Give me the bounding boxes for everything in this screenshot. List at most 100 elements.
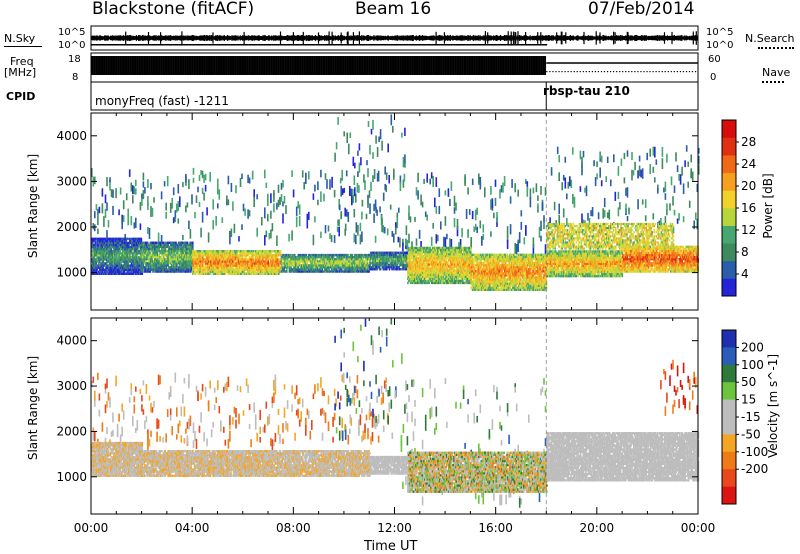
upper-band-cell [595, 245, 598, 248]
nsky-mark [687, 36, 689, 40]
nsky-mark [563, 35, 565, 41]
sparse-cell [482, 224, 485, 233]
nsearch-mark [165, 44, 167, 46]
echo-cell [101, 250, 104, 253]
echo-cell [109, 237, 112, 241]
upper-band-cell [611, 225, 613, 228]
nsky-mark [184, 36, 186, 40]
nsearch-mark [252, 44, 254, 46]
nsearch-mark [194, 44, 196, 46]
sparse-cell [562, 175, 565, 181]
upper-band-cell [595, 239, 598, 242]
echo-cell [97, 272, 99, 275]
nsky-mark [601, 36, 603, 40]
upper-band-cell [665, 243, 668, 246]
nsky-mark [110, 35, 112, 41]
nave-mark [691, 71, 694, 73]
sparse-cell [500, 185, 503, 193]
sparse-cell [529, 188, 532, 200]
nsearch-mark [254, 44, 256, 46]
echo-cell [126, 241, 128, 245]
nsky-mark [660, 36, 662, 40]
nsky-mark [519, 36, 521, 40]
nsky-mark [171, 36, 173, 40]
nsearch-mark [132, 44, 134, 46]
upper-band-cell [637, 222, 639, 226]
nsearch-mark [452, 44, 454, 46]
upper-band-cell [555, 239, 557, 242]
echo-cell [102, 256, 105, 259]
nsearch-mark [445, 44, 447, 46]
nsearch-mark [91, 44, 92, 46]
nsky-mark [140, 35, 142, 41]
sparse-cell [438, 205, 441, 215]
nave-mark [582, 71, 584, 73]
nsearch-mark [132, 44, 133, 46]
echo-cell [117, 258, 120, 261]
upper-band-cell [605, 245, 608, 248]
upper-band-cell [575, 231, 578, 234]
nsearch-mark [424, 44, 426, 46]
nsearch-mark [199, 44, 201, 46]
nsky-mark [446, 35, 449, 41]
nsky-mark [323, 35, 326, 41]
nsky-mark [247, 36, 249, 40]
upper-band-cell [660, 227, 663, 230]
nsky-mark [405, 36, 407, 40]
sparse-cell [94, 176, 96, 185]
nsearch-mark [484, 44, 485, 46]
nave-mark [631, 71, 633, 73]
nsky-mark [163, 35, 165, 41]
upper-band-cell [610, 222, 612, 226]
upper-band-cell [604, 229, 607, 232]
sparse-cell [698, 147, 700, 154]
sparse-cell [669, 203, 671, 211]
nsky-mark [602, 35, 604, 41]
sparse-cell [109, 177, 111, 183]
upper-band-cell [606, 231, 609, 234]
nsky-mark [462, 35, 464, 41]
nsearch-mark [170, 44, 172, 46]
upper-band-cell [672, 239, 675, 242]
nsky-mark [558, 35, 560, 41]
upper-band-cell [579, 229, 582, 232]
nsky-mark [94, 35, 96, 41]
echo-cell [91, 266, 94, 269]
nsky-mark [377, 35, 379, 41]
echo-cell [133, 264, 136, 267]
nsky-mark [114, 35, 116, 41]
nsky-mark [200, 35, 202, 41]
sparse-cell [355, 193, 357, 203]
nave-mark [682, 71, 684, 73]
nsearch-mark [264, 44, 265, 46]
nsky-mark [553, 36, 555, 40]
nsky-mark [287, 35, 289, 41]
upper-band-cell [597, 231, 600, 234]
nsky-mark [584, 35, 587, 41]
upper-band-cell [604, 233, 607, 236]
sparse-cell [661, 147, 664, 157]
sparse-cell [106, 177, 108, 187]
nsky-mark [447, 36, 449, 40]
nave-mark [655, 71, 657, 73]
nsky-mark [370, 36, 372, 40]
nsearch-mark [154, 44, 156, 46]
echo-cell [124, 256, 127, 259]
sparse-cell [268, 233, 271, 240]
upper-band-cell [667, 225, 670, 228]
nsky-mark [295, 35, 297, 41]
nave-mark [667, 71, 669, 73]
echo-cell [109, 260, 112, 263]
nsky-mark [634, 35, 636, 41]
nsearch-mark [451, 44, 453, 46]
sparse-cell [404, 161, 406, 168]
echo-cell [106, 252, 109, 255]
upper-band-cell [583, 225, 586, 228]
sparse-cell [579, 150, 582, 160]
echo-cell [114, 272, 116, 275]
nsearch-mark [505, 44, 507, 46]
upper-band-cell [625, 241, 627, 244]
nsearch-mark [194, 44, 196, 46]
sparse-cell [353, 175, 356, 185]
freq-tick-low: 8 [72, 73, 78, 83]
